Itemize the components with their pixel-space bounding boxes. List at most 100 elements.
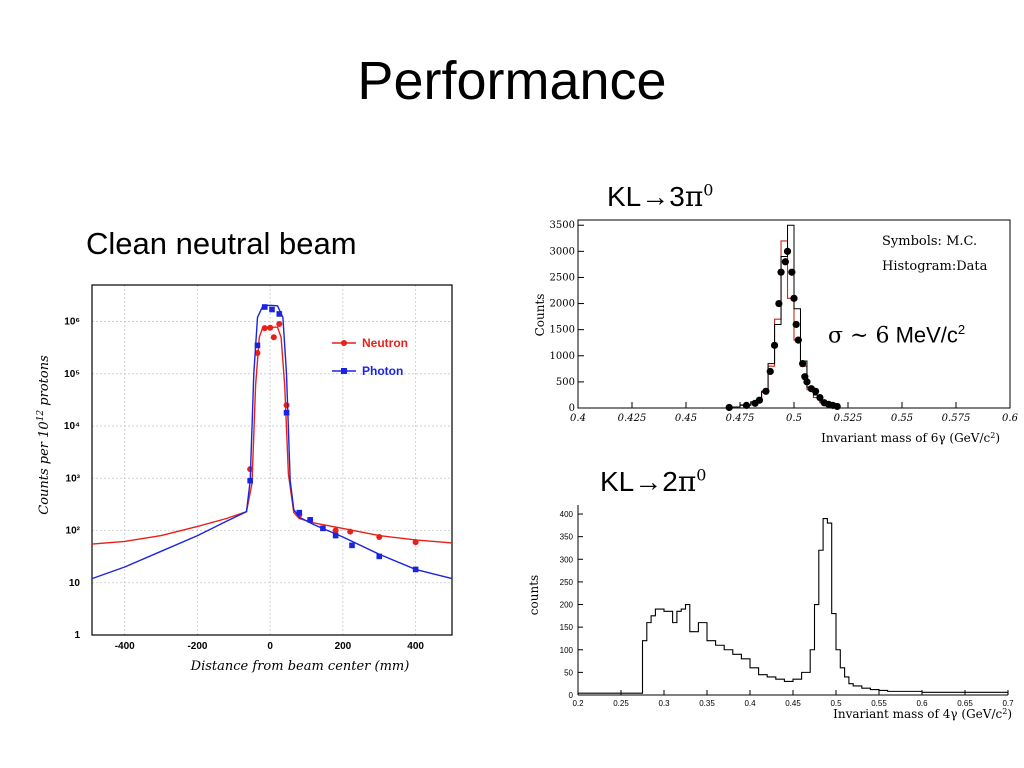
kl3-mc-point xyxy=(812,387,820,395)
kl2-y-tick-label: 300 xyxy=(560,555,574,564)
neutron-point xyxy=(283,402,290,409)
kl3-mc-point xyxy=(742,401,751,409)
kl2-y-tick-label: 150 xyxy=(560,623,574,632)
photon-point xyxy=(254,342,261,349)
kl2-x-axis-label-power: 2 xyxy=(1002,707,1007,716)
kl2-y-tick-label: 0 xyxy=(569,691,574,700)
kl2-x-tick-label: 0.4 xyxy=(744,699,756,708)
kl2-x-tick-label: 0.2 xyxy=(572,699,584,708)
kl3-mc-point xyxy=(799,360,807,368)
beam-y-tick-label: 10⁶ xyxy=(64,317,80,328)
neutron-legend-label: Neutron xyxy=(362,336,408,350)
kl3-x-tick-label: 0.5 xyxy=(786,413,802,424)
kl3-x-tick-label: 0.525 xyxy=(834,413,863,424)
kl3-annotation-histogram: Histogram:Data xyxy=(882,259,988,274)
kl2-x-tick-label: 0.3 xyxy=(658,699,670,708)
kl3-mc-point xyxy=(788,268,796,276)
kl2-x-axis-label-text: Invariant mass of 4 xyxy=(833,707,951,721)
kl2-y-tick-label: 250 xyxy=(560,578,574,587)
beam-y-axis-label-power: 12 xyxy=(36,410,46,422)
kl2-x-tick-label: 0.45 xyxy=(785,699,801,708)
beam-x-tick-label: 400 xyxy=(407,641,424,652)
photon-point xyxy=(269,306,275,313)
neutron-point xyxy=(276,320,283,327)
kl2-x-tick-label: 0.65 xyxy=(957,699,973,708)
kl3-mc-point xyxy=(770,341,779,349)
kl3-x-tick-label: 0.55 xyxy=(891,413,913,424)
kl2-y-tick-label: 400 xyxy=(560,510,574,519)
neutron-point xyxy=(261,325,268,332)
kl3-x-axis-label-close: ) xyxy=(995,431,1000,445)
beam-y-axis-label-unit: protons xyxy=(37,355,52,410)
sigma-unit-power: 2 xyxy=(957,322,966,337)
kl3-y-tick-label: 3000 xyxy=(550,246,575,257)
neutron-point xyxy=(412,539,419,546)
neutron-curve xyxy=(91,326,453,545)
kl2pi0-heading: KL→2π0 xyxy=(600,465,706,498)
kl3-mc-point xyxy=(794,336,802,344)
kl2-y-tick-label: 200 xyxy=(560,601,574,610)
kl3-y-tick-label: 3500 xyxy=(550,220,575,231)
kl3-plot-area: 0.4 0.425 0.45 0.475 0.5 0.525 0.55 0.575 0.6 0 50… xyxy=(550,219,1019,424)
photon-curve xyxy=(91,304,453,580)
kl3-y-tick-label: 0 xyxy=(569,403,575,414)
neutron-point xyxy=(332,527,339,534)
neutron-point xyxy=(376,534,383,541)
kl3-y-tick-label: 1500 xyxy=(550,325,575,336)
kl2-x-tick-label: 0.6 xyxy=(916,699,928,708)
kl3-x-tick-label: 0.425 xyxy=(618,413,647,424)
neutron-point xyxy=(270,334,277,341)
kl2-x-axis-label-close: ) xyxy=(1007,707,1012,721)
kl2-data-histogram xyxy=(577,518,1009,695)
mass-resolution-label: σ ~ 6 MeV/c2 xyxy=(828,322,965,348)
photon-point xyxy=(376,553,383,560)
photon-point xyxy=(283,409,290,416)
kl3-mc-point xyxy=(725,403,733,412)
photon-legend-label: Photon xyxy=(362,364,403,378)
beam-y-axis-label: Counts per 1012 protons xyxy=(36,355,52,515)
photon-point xyxy=(276,311,283,317)
beam-y-tick-label: 10² xyxy=(66,526,81,537)
kl2pi0-heading-text: KL→2 xyxy=(600,466,678,497)
neutron-legend-marker xyxy=(341,340,347,346)
kl2-x-tick-label: 0.7 xyxy=(1002,699,1014,708)
beam-x-tick-label: 0 xyxy=(267,641,273,652)
kl2-x-tick-label: 0.25 xyxy=(613,699,629,708)
beam-y-tick-label: 10⁴ xyxy=(64,421,80,432)
beam-y-tick-label: 10⁵ xyxy=(64,369,80,380)
kl3-y-tick-label: 500 xyxy=(556,377,575,388)
beam-x-tick-label: -200 xyxy=(187,641,207,652)
kl3-annotation-symbols: Symbols: M.C. xyxy=(882,234,977,249)
kl3-y-tick-label: 1000 xyxy=(550,351,575,362)
photon-point xyxy=(349,542,355,549)
kl2-x-tick-label: 0.55 xyxy=(871,699,887,708)
kl2-x-tick-label: 0.35 xyxy=(699,699,715,708)
kl3-mc-point xyxy=(816,393,824,402)
beam-x-axis-label: Distance from beam center (mm) xyxy=(190,659,410,674)
kl3-mc-point xyxy=(766,367,774,376)
beam-x-tick-label: -400 xyxy=(115,641,135,652)
kl3-x-axis-label-unit: (GeV/c xyxy=(946,431,991,445)
pi-symbol: π xyxy=(684,180,704,213)
sigma-symbol: σ xyxy=(828,323,844,349)
pi-symbol: π xyxy=(677,465,697,498)
kl3pi0-heading: KL→3π0 xyxy=(607,180,713,213)
kl2-y-tick-label: 100 xyxy=(560,646,574,655)
beam-y-axis-label-text: Counts per 10 xyxy=(37,421,52,514)
kl3-x-axis-label: Invariant mass of 6γ (GeV/c2) xyxy=(821,431,1000,445)
kl2-y-axis-label: counts xyxy=(527,575,541,615)
beam-y-tick-label: 10 xyxy=(69,578,81,589)
kl3-x-tick-label: 0.6 xyxy=(1002,413,1019,424)
kl3-y-tick-label: 2500 xyxy=(550,272,575,283)
photon-point xyxy=(296,509,303,516)
kl3-x-tick-label: 0.45 xyxy=(675,413,697,424)
beam-plot-frame xyxy=(91,284,453,636)
kl3-x-tick-label: 0.4 xyxy=(570,413,586,424)
kl3-mc-point xyxy=(792,320,800,329)
kl3-y-axis-label: Counts xyxy=(533,294,547,337)
kl3-mc-point xyxy=(775,299,783,308)
sigma-unit: MeV/c xyxy=(889,322,958,348)
photon-point xyxy=(261,304,268,310)
neutron-point xyxy=(267,324,274,331)
beam-x-tick-label: 200 xyxy=(335,641,352,652)
